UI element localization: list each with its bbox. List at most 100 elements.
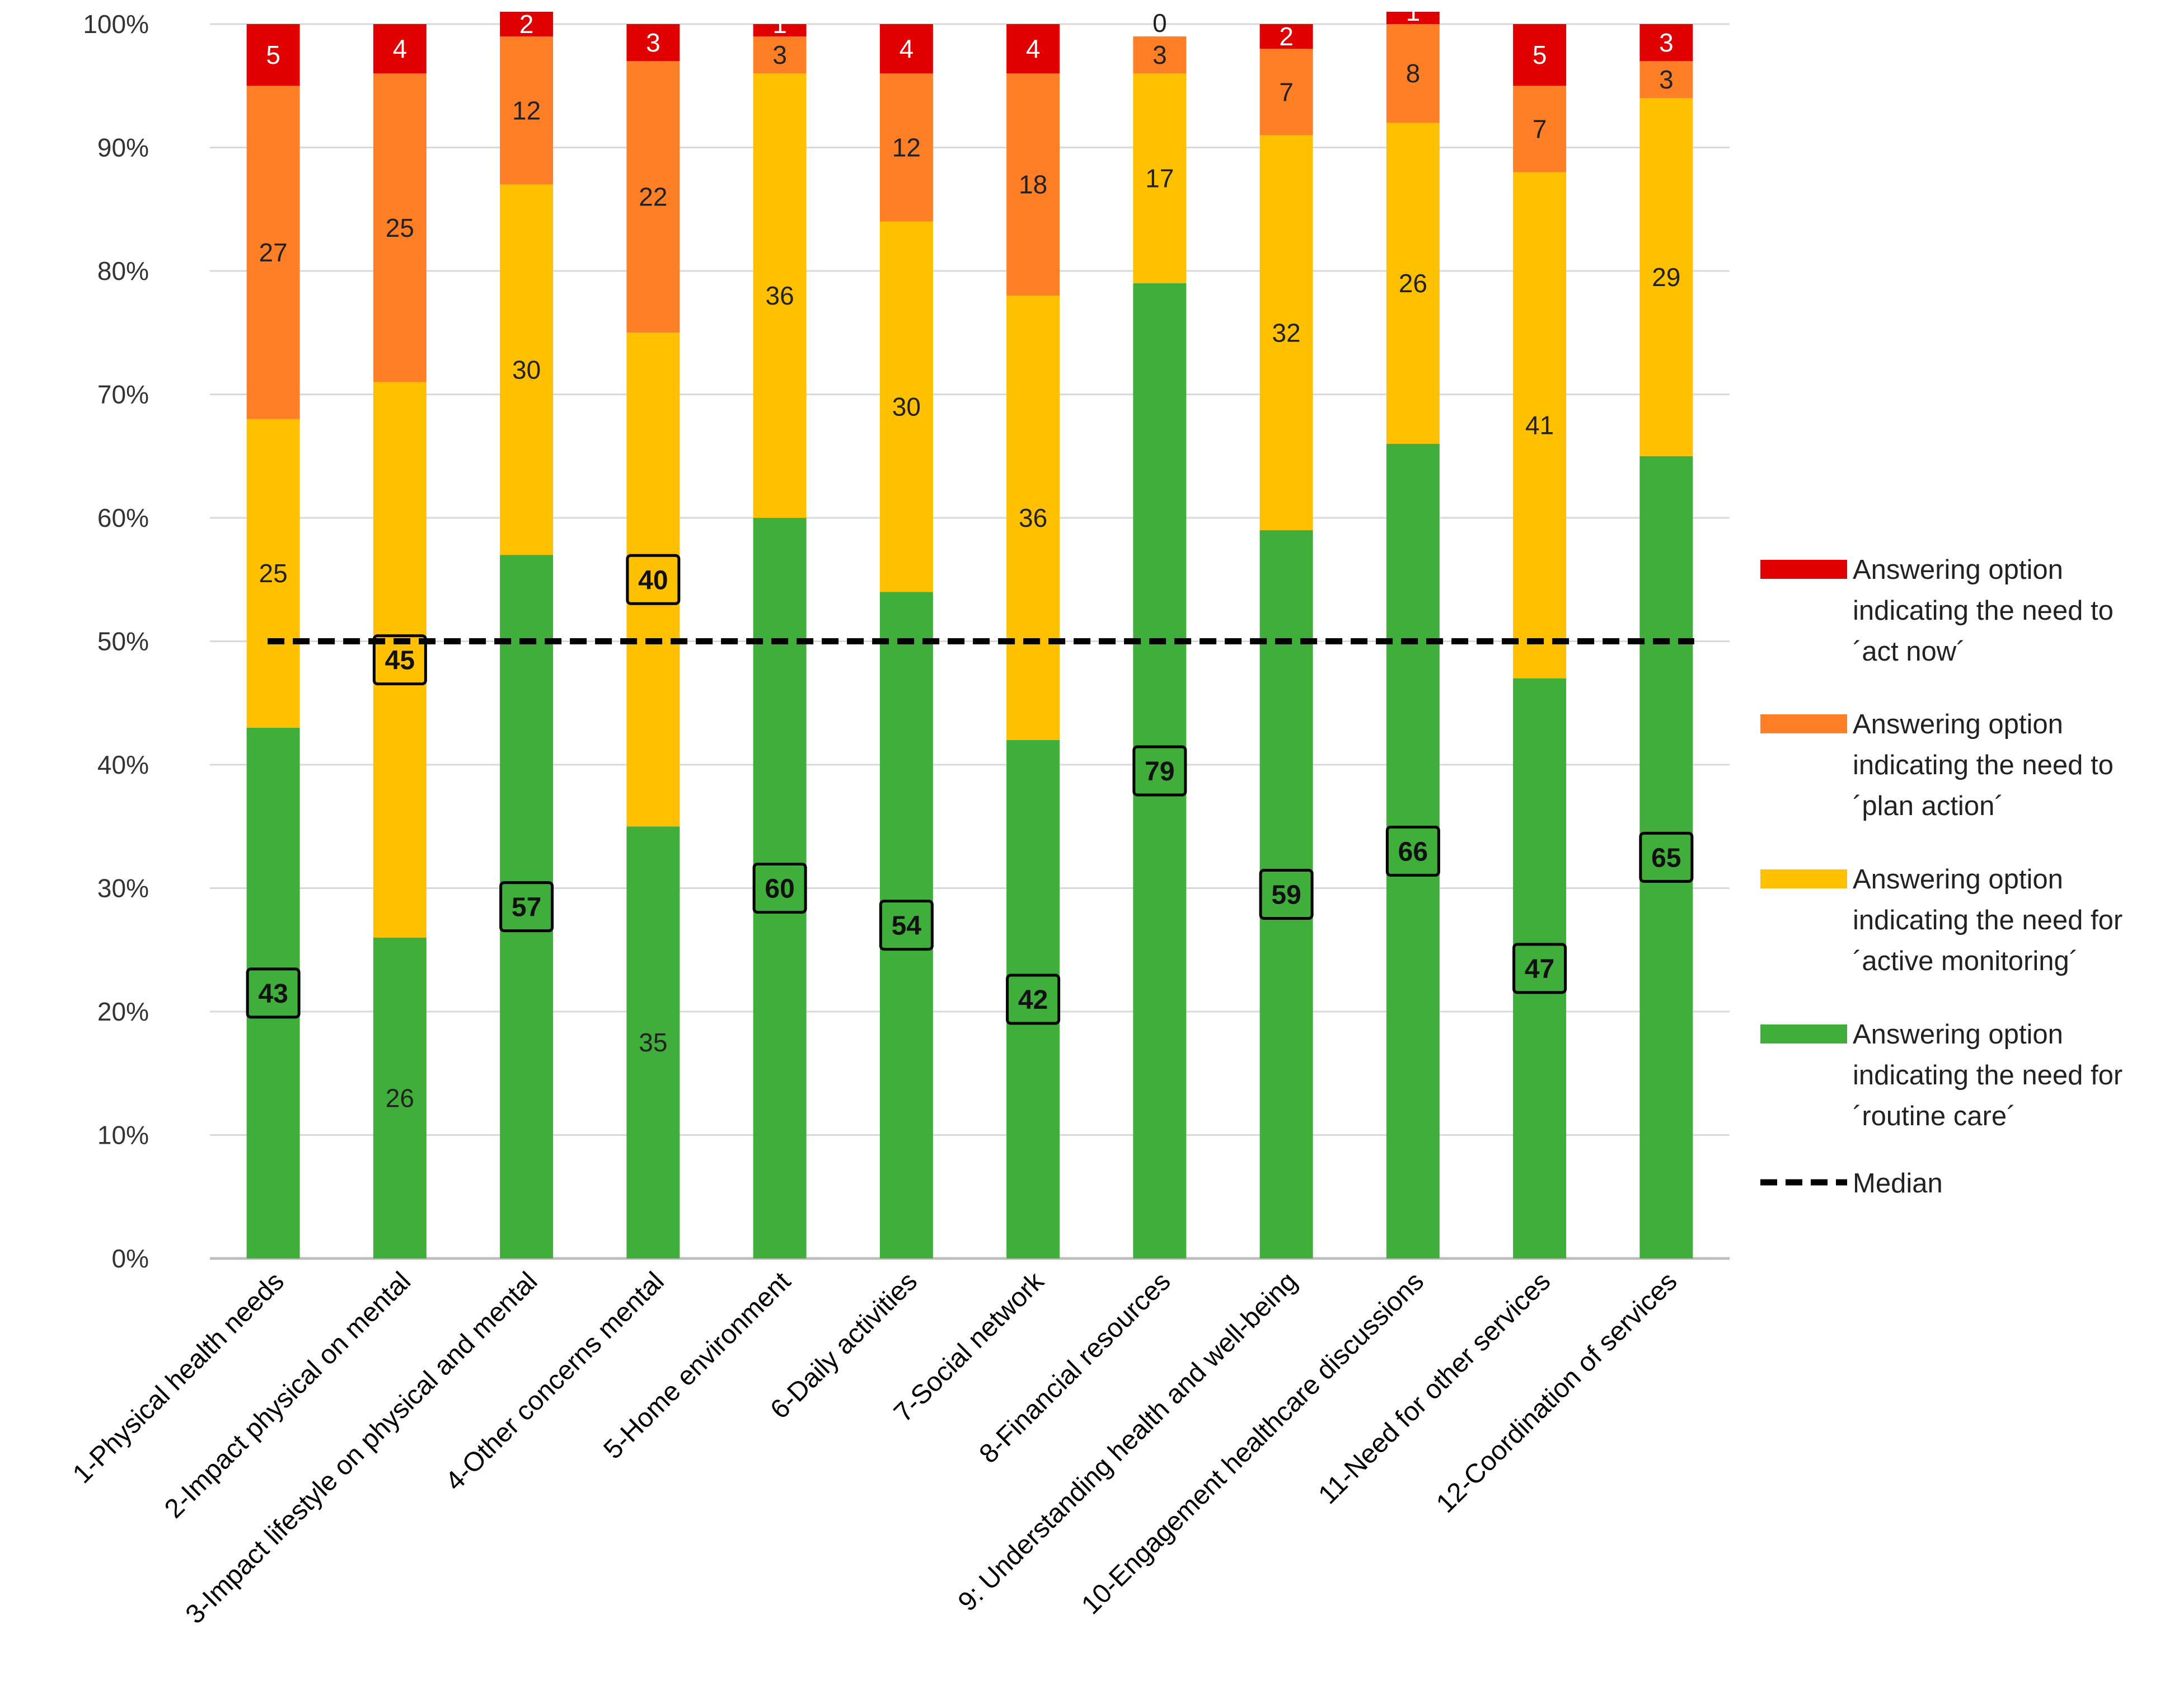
segment-value-label: 5 xyxy=(266,40,280,69)
category-label: 4-Other concerns mental xyxy=(440,1266,670,1496)
value-box xyxy=(1132,745,1187,797)
legend-swatch xyxy=(1760,1024,1847,1043)
y-tick-label: 40% xyxy=(97,750,149,779)
bar-segment xyxy=(246,86,300,419)
bar-segment xyxy=(753,24,807,37)
segment-value-label: 2 xyxy=(1279,22,1294,51)
segment-value-label: 12 xyxy=(892,133,921,162)
boxed-value-label: 47 xyxy=(1525,954,1554,984)
y-tick-label: 10% xyxy=(97,1121,149,1150)
segment-value-label: 5 xyxy=(1533,40,1547,69)
segment-value-label: 25 xyxy=(386,213,414,242)
boxed-value-label: 54 xyxy=(892,911,922,941)
category-label: 12-Coordination of services xyxy=(1431,1266,1683,1519)
segment-value-label: 7 xyxy=(1533,114,1547,143)
bar-segment xyxy=(1006,73,1060,296)
legend-swatch xyxy=(1760,714,1847,733)
bar-segment xyxy=(753,73,807,518)
boxed-value-label: 59 xyxy=(1271,881,1301,910)
y-tick-label: 50% xyxy=(97,627,149,656)
legend-label: ´act now´ xyxy=(1853,637,1966,667)
segment-value-label: 1 xyxy=(1406,0,1421,26)
segment-value-label: 12 xyxy=(512,96,541,125)
segment-value-label: 2 xyxy=(519,10,534,39)
segment-labels: 4325275264525457301223540223603631543012… xyxy=(246,0,1694,1112)
boxed-value-label: 42 xyxy=(1018,985,1048,1015)
bar-segment xyxy=(246,24,300,86)
segment-value-label: 4 xyxy=(1026,34,1041,63)
bar-segment xyxy=(1006,740,1060,1258)
gridlines xyxy=(210,23,1730,1260)
bar-segment xyxy=(246,419,300,728)
boxed-value-label: 65 xyxy=(1651,843,1681,873)
segment-value-label: 32 xyxy=(1272,318,1301,347)
boxed-value-label: 43 xyxy=(258,979,288,1009)
segment-value-label: 22 xyxy=(639,183,667,212)
segment-value-label: 3 xyxy=(1659,28,1674,57)
bar-segment xyxy=(1386,24,1440,123)
segment-value-label: 27 xyxy=(259,238,288,267)
bar-segment xyxy=(626,826,680,1258)
legend-swatch xyxy=(1760,560,1847,579)
segment-value-label: 3 xyxy=(646,28,660,57)
bar-segment xyxy=(1513,24,1567,86)
value-box xyxy=(1006,974,1061,1025)
segment-value-label: 1 xyxy=(772,10,787,39)
bar-segment xyxy=(1133,283,1187,1258)
bar-segment xyxy=(879,592,933,1258)
bar-segment xyxy=(1639,24,1693,62)
bar-segment xyxy=(879,73,933,222)
bars xyxy=(246,11,1693,1259)
value-box xyxy=(499,881,554,933)
segment-value-label: 25 xyxy=(259,559,288,588)
bar-segment xyxy=(1386,443,1440,1259)
boxed-value-label: 66 xyxy=(1398,837,1428,867)
category-label: 2-Impact physical on mental xyxy=(159,1266,416,1524)
y-tick-label: 30% xyxy=(97,874,149,903)
bar-segment xyxy=(1639,98,1693,456)
segment-value-label: 4 xyxy=(899,34,914,63)
y-tick-label: 20% xyxy=(97,997,149,1026)
category-label: 11-Need for other services xyxy=(1313,1266,1557,1510)
legend-label: indicating the need to xyxy=(1853,596,2114,626)
segment-value-label: 30 xyxy=(512,355,541,384)
segment-value-label: 7 xyxy=(1279,77,1294,106)
bar-segment xyxy=(246,727,300,1258)
bar-segment xyxy=(500,36,554,185)
boxed-value-label: 79 xyxy=(1145,757,1174,787)
bar-segment xyxy=(1133,73,1187,284)
segment-value-label: 3 xyxy=(1659,65,1674,94)
legend-label: indicating the need for xyxy=(1853,1060,2123,1091)
segment-value-label: 18 xyxy=(1019,170,1047,199)
bar-segment xyxy=(1639,456,1693,1258)
segment-value-label: 26 xyxy=(1399,269,1427,298)
bar-segment xyxy=(1639,61,1693,99)
segment-value-label: 30 xyxy=(892,392,921,422)
value-box xyxy=(1385,825,1440,877)
bar-segment xyxy=(1259,49,1313,135)
bar-segment xyxy=(626,61,680,333)
boxed-value-label: 40 xyxy=(638,565,668,595)
bar-segment xyxy=(879,24,933,74)
segment-value-label: 4 xyxy=(393,34,407,63)
y-tick-label: 60% xyxy=(97,503,149,532)
bar-segment xyxy=(1006,24,1060,74)
legend-label: Answering option xyxy=(1853,864,2063,895)
segment-value-label: 41 xyxy=(1525,411,1554,440)
bar-segment xyxy=(1259,24,1313,49)
bar-segment xyxy=(1133,36,1187,74)
value-box xyxy=(752,863,807,914)
bar-segment xyxy=(500,555,554,1258)
legend: Answering option indicating the need to ´a… xyxy=(1760,555,2123,1199)
value-box xyxy=(1512,943,1567,994)
y-tick-label: 90% xyxy=(97,133,149,162)
legend-label: Answering option xyxy=(1853,1019,2063,1050)
bar-segment xyxy=(879,221,933,592)
segment-value-label: 8 xyxy=(1406,59,1421,88)
bar-segment xyxy=(1259,135,1313,531)
boxed-value-label: 60 xyxy=(765,874,794,904)
value-box xyxy=(626,554,681,605)
value-box xyxy=(246,967,301,1019)
